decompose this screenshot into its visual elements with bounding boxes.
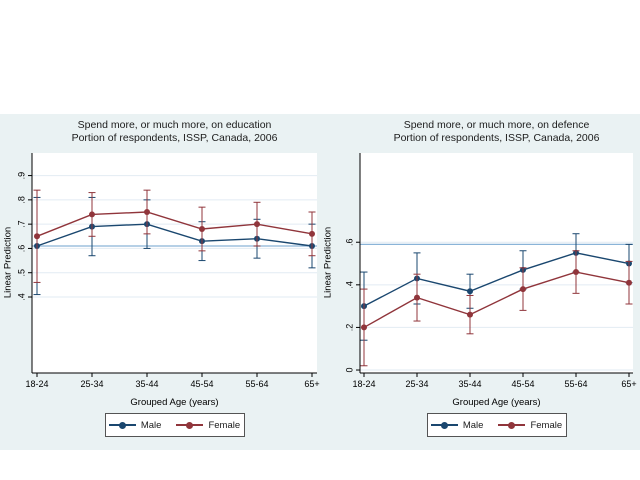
- stata-graph-area: .4 .5 .6 .7 .8 .9 18-24 25-34 35-44 45-54 55-64 65+…: [0, 114, 640, 450]
- y-axis-label: Linear Prediction: [322, 226, 334, 299]
- svg-text:.9: .9: [16, 172, 26, 180]
- plot-region: [32, 153, 317, 373]
- axes: [356, 153, 633, 377]
- gridlines: [32, 175, 317, 298]
- education-plot: .4 .5 .6 .7 .8 .9 18-24 25-34 35-44 45-54 55-64 65+: [16, 153, 320, 389]
- male-line-marker-icon: [430, 421, 458, 429]
- legend-label-female: Female: [530, 419, 563, 431]
- svg-text:0: 0: [344, 368, 354, 373]
- svg-text:55-64: 55-64: [245, 379, 268, 389]
- female-line-marker-icon: [176, 421, 204, 429]
- legend-entry-male: Male: [430, 419, 484, 431]
- female-line-marker-icon: [498, 421, 526, 429]
- panel-title: Spend more, or much more, on defence Por…: [337, 119, 640, 145]
- panel-title-line2: Portion of respondents, ISSP, Canada, 20…: [393, 132, 600, 144]
- svg-text:35-44: 35-44: [458, 379, 481, 389]
- svg-text:45-54: 45-54: [190, 379, 213, 389]
- female-series: [33, 189, 316, 283]
- x-axis-label: Grouped Age (years): [452, 397, 541, 408]
- svg-text:18-24: 18-24: [352, 379, 375, 389]
- legend-label-male: Male: [462, 419, 484, 431]
- svg-text:.4: .4: [16, 293, 26, 301]
- svg-text:55-64: 55-64: [564, 379, 587, 389]
- panel-defence: 0 .2 .4 .6 18-24 25-34 35-44 45-54 55-64 65+ Spen…: [320, 114, 640, 450]
- panel-education: .4 .5 .6 .7 .8 .9 18-24 25-34 35-44 45-54 55-64 65+…: [0, 114, 320, 450]
- male-line-marker-icon: [108, 421, 136, 429]
- x-tick-labels: 18-24 25-34 35-44 45-54 55-64 65+: [352, 379, 636, 389]
- x-axis-label: Grouped Age (years): [130, 397, 219, 408]
- panel-title-line1: Spend more, or much more, on defence: [403, 119, 590, 131]
- plot-region: [360, 153, 633, 373]
- svg-text:.6: .6: [344, 238, 354, 246]
- svg-text:.7: .7: [16, 220, 26, 228]
- svg-text:.4: .4: [344, 281, 354, 289]
- svg-text:35-44: 35-44: [135, 379, 158, 389]
- svg-text:18-24: 18-24: [25, 379, 48, 389]
- legend-entry-female: Female: [176, 420, 240, 431]
- female-series: [360, 250, 633, 367]
- svg-text:25-34: 25-34: [80, 379, 103, 389]
- svg-text:.6: .6: [16, 245, 26, 253]
- legend: Male Female: [426, 413, 567, 437]
- legend-entry-male: Male: [108, 419, 162, 431]
- axes: [28, 153, 317, 377]
- svg-text:.8: .8: [16, 196, 26, 204]
- svg-text:25-34: 25-34: [405, 379, 428, 389]
- legend: Male Female: [104, 413, 245, 437]
- svg-text:65+: 65+: [304, 379, 319, 389]
- svg-text:65+: 65+: [621, 379, 636, 389]
- x-tick-labels: 18-24 25-34 35-44 45-54 55-64 65+: [25, 379, 319, 389]
- y-axis-label: Linear Prediction: [2, 226, 14, 299]
- panel-title-line1: Spend more, or much more, on education: [77, 119, 272, 131]
- svg-text:.2: .2: [344, 324, 354, 332]
- y-tick-labels: 0 .2 .4 .6: [344, 238, 354, 372]
- legend-label-female: Female: [208, 419, 241, 431]
- defence-plot: 0 .2 .4 .6 18-24 25-34 35-44 45-54 55-64 65+: [344, 153, 637, 389]
- legend-label-male: Male: [140, 419, 162, 431]
- panel-title-line2: Portion of respondents, ISSP, Canada, 20…: [71, 132, 278, 144]
- panel-title: Spend more, or much more, on education P…: [15, 119, 335, 145]
- legend-entry-female: Female: [498, 420, 562, 431]
- y-tick-labels: .4 .5 .6 .7 .8 .9: [16, 172, 26, 301]
- svg-text:.5: .5: [16, 269, 26, 277]
- svg-text:45-54: 45-54: [511, 379, 534, 389]
